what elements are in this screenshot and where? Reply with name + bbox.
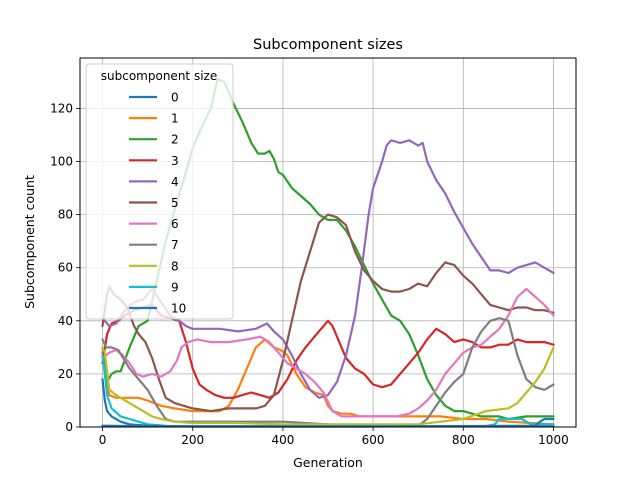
y-axis-label: Subcomponent count (22, 175, 37, 309)
chart-title: Subcomponent sizes (253, 37, 403, 53)
y-tick-label: 20 (58, 367, 73, 381)
legend-label-4: 4 (171, 175, 179, 189)
x-tick-label: 1000 (538, 433, 569, 447)
legend-label-9: 9 (171, 280, 179, 294)
series-line-8 (101, 346, 555, 426)
legend-label-2: 2 (171, 133, 179, 147)
series-line-5 (101, 213, 555, 413)
y-tick-label: 40 (58, 314, 73, 328)
x-tick-label: 800 (452, 433, 475, 447)
y-tick-label: 100 (50, 155, 73, 169)
y-tick-label: 80 (58, 208, 73, 222)
legend-label-0: 0 (171, 91, 179, 105)
x-axis-label: Generation (293, 455, 363, 470)
legend-items: 0 1 2 3 4 5 6 7 8 9 10 (129, 91, 186, 316)
plot-frame (79, 57, 577, 428)
x-tick-label: 0 (99, 433, 107, 447)
legend-label-10: 10 (171, 302, 186, 316)
y-tick-label: 120 (50, 101, 73, 115)
legend-label-8: 8 (171, 259, 179, 273)
legend: subcomponent size 0 1 2 3 4 5 6 7 8 9 10 (85, 63, 234, 320)
legend-label-3: 3 (171, 154, 179, 168)
series-line-10 (101, 378, 555, 428)
x-tick-label: 600 (362, 433, 385, 447)
legend-label-6: 6 (171, 217, 179, 231)
y-tick-label: 0 (65, 420, 73, 434)
axis-ticks: 0 200 400 600 800 1000 0 20 40 60 80 100 120 (50, 101, 569, 447)
legend-label-7: 7 (171, 238, 179, 252)
legend-label-5: 5 (171, 196, 179, 210)
legend-title: subcomponent size (101, 69, 217, 83)
y-tick-label: 60 (58, 261, 73, 275)
legend-box (85, 63, 234, 320)
legend-label-1: 1 (171, 112, 179, 126)
x-tick-label: 200 (181, 433, 204, 447)
series-line-6 (101, 287, 555, 418)
x-tick-label: 400 (271, 433, 294, 447)
